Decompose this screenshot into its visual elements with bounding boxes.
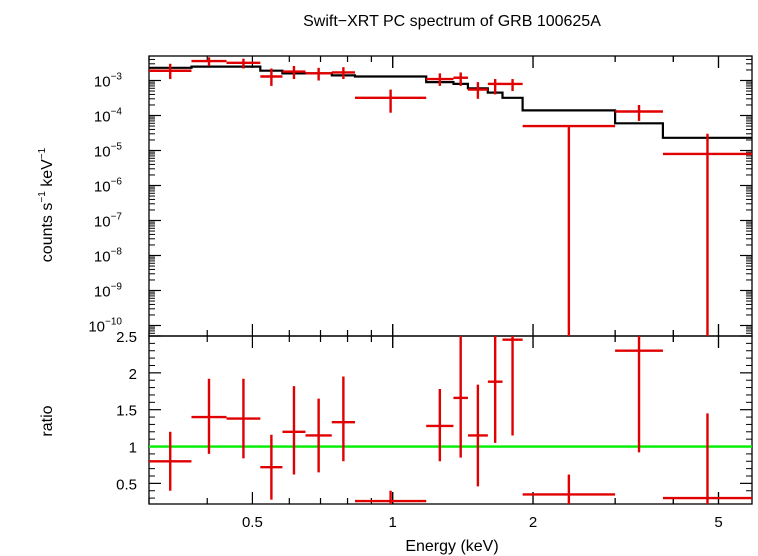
spectrum-data-point (282, 65, 306, 80)
ratio-data-point (487, 336, 503, 443)
y-tick-exponent: −5 (111, 142, 123, 153)
y-tick-label: 10−3 (94, 72, 123, 91)
ratio-data-point (305, 398, 332, 473)
spectrum-data-point (226, 58, 261, 69)
y-tick-exponent: −9 (111, 282, 123, 293)
y-tick-base: 10 (94, 109, 111, 126)
y-tick-exponent: −10 (105, 317, 122, 328)
ratio-data-point (260, 434, 283, 500)
spectrum-data-point (354, 89, 427, 113)
ratio-data-point (282, 386, 306, 475)
y-label-part: −1 (37, 147, 48, 159)
y-tick-label: 10−6 (94, 177, 123, 196)
ratio-data-point (502, 336, 523, 436)
x-tick-label: 2 (529, 514, 537, 531)
x-tick-label: 1 (389, 514, 397, 531)
y-tick-base: 10 (94, 179, 111, 196)
spectrum-data-point (487, 79, 503, 95)
ratio-data-point (662, 413, 752, 504)
spectrum-data-point (149, 63, 192, 80)
ratio-tick-label: 2 (129, 366, 137, 383)
top-y-axis-label: counts s−1 keV−1 (37, 147, 56, 262)
ratio-data-point (149, 431, 192, 491)
spectrum-data-point (467, 82, 488, 99)
y-tick-label: 10−7 (94, 212, 123, 231)
y-tick-base: 10 (94, 74, 111, 91)
y-tick-exponent: −8 (111, 247, 123, 258)
spectrum-data-point (453, 72, 468, 86)
x-axis-label: Energy (keV) (405, 538, 498, 555)
x-tick-label: 5 (714, 514, 722, 531)
y-tick-base: 10 (94, 214, 111, 231)
ratio-data-point (615, 336, 663, 453)
spectrum-data-point (522, 124, 616, 336)
y-label-part: counts s (39, 203, 56, 263)
top-data-points (149, 57, 752, 336)
ratio-tick-label: 1 (129, 440, 137, 457)
bottom-y-axis-label: ratio (39, 405, 56, 436)
y-tick-exponent: −3 (111, 72, 123, 83)
ratio-data-point (453, 336, 468, 458)
y-tick-exponent: −6 (111, 177, 123, 188)
y-tick-label: 10−5 (94, 142, 123, 161)
y-tick-label: 10−8 (94, 247, 123, 266)
spectrum-data-point (191, 57, 227, 66)
spectrum-data-point (331, 67, 355, 80)
y-tick-exponent: −4 (111, 107, 123, 118)
y-tick-base: 10 (94, 249, 111, 266)
ratio-data-points (149, 336, 752, 504)
ratio-data-point (191, 378, 227, 454)
ratio-data-point (467, 384, 488, 487)
y-tick-label: 10−9 (94, 282, 123, 301)
y-tick-label: 10−10 (88, 317, 122, 336)
x-tick-label: 0.5 (242, 514, 263, 531)
spectrum-data-point (662, 133, 752, 336)
axis-ticks: 0.5 1 2 510−310−410−510−610−710−810−910−100… (88, 55, 752, 531)
ratio-tick-label: 2.5 (116, 329, 137, 346)
bottom-panel-frame (148, 335, 753, 505)
y-label-part: keV (39, 159, 56, 191)
model-step-line (149, 65, 752, 139)
ratio-data-point (354, 490, 427, 504)
y-tick-base: 10 (94, 284, 111, 301)
y-label-part: −1 (37, 191, 48, 203)
ratio-data-point (522, 474, 616, 504)
ratio-data-point (331, 376, 355, 462)
top-panel-frame (148, 55, 753, 337)
spectrum-data-point (260, 68, 283, 86)
spectrum-data-point (305, 67, 332, 81)
chart-title: Swift−XRT PC spectrum of GRB 100625A (303, 13, 601, 30)
y-tick-base: 10 (94, 144, 111, 161)
ratio-data-point (226, 378, 261, 459)
spectrum-data-point (426, 73, 454, 86)
spectrum-data-point (615, 104, 663, 121)
y-tick-exponent: −7 (111, 212, 123, 223)
model-step-path (149, 65, 752, 139)
ratio-tick-label: 0.5 (116, 476, 137, 493)
y-tick-base: 10 (88, 319, 105, 336)
spectrum-data-point (502, 79, 523, 92)
y-tick-label: 10−4 (94, 107, 123, 126)
ratio-tick-label: 1.5 (116, 403, 137, 420)
ratio-data-point (426, 389, 454, 462)
